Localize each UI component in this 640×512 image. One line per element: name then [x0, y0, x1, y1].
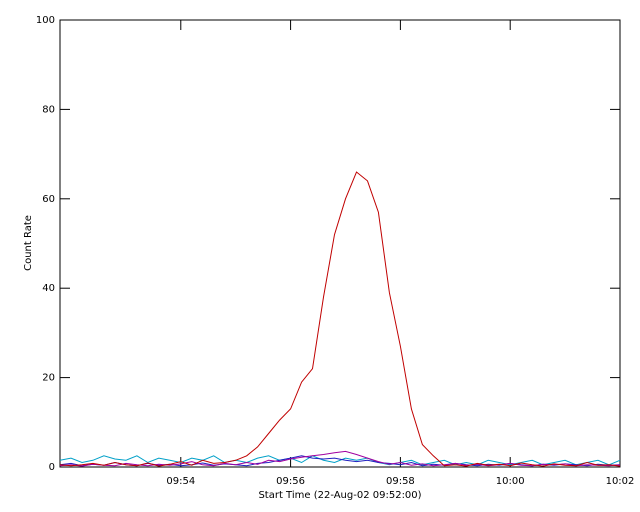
- y-tick-label: 20: [42, 373, 55, 384]
- series-line: [59, 171, 621, 467]
- x-tick-label: 10:02: [606, 476, 635, 487]
- series-line: [59, 455, 621, 466]
- x-tick-label: 09:56: [276, 476, 305, 487]
- y-tick-label: 80: [42, 104, 55, 115]
- y-tick-label: 40: [42, 283, 55, 294]
- y-tick-label: 100: [36, 15, 55, 26]
- x-tick-label: 09:54: [166, 476, 195, 487]
- x-axis-title: Start Time (22-Aug-02 09:52:00): [258, 490, 421, 501]
- y-axis-title: Count Rate: [23, 215, 34, 271]
- y-tick-label: 0: [49, 462, 55, 473]
- y-tick-label: 60: [42, 194, 55, 205]
- plot-frame: [59, 19, 621, 468]
- x-tick-label: 10:00: [496, 476, 525, 487]
- x-tick-label: 09:58: [386, 476, 415, 487]
